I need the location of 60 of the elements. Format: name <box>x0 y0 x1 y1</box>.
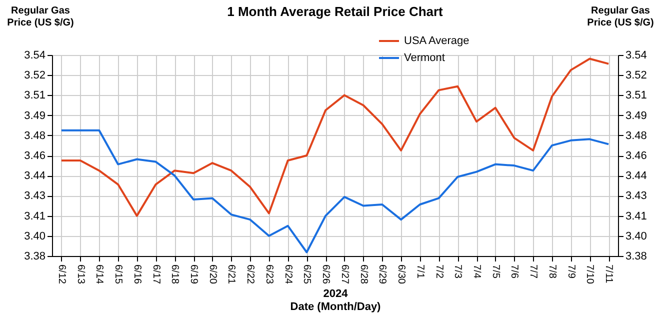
x-tick-label: 6/20 <box>206 264 218 284</box>
x-tick-label: 6/28 <box>358 264 369 284</box>
x-tick-label: 6/18 <box>169 264 180 284</box>
x-tick-label: 6/29 <box>376 264 388 284</box>
y-tick-label: 3.38 <box>24 250 46 262</box>
y-tick-label: 3.40 <box>24 230 46 242</box>
y-tick-label: 3.49 <box>24 110 46 122</box>
x-tick-label: 7/10 <box>584 264 596 284</box>
y-tick-label: 3.52 <box>24 70 46 82</box>
chart-title: 1 Month Average Retail Price Chart <box>227 4 444 19</box>
x-tick-label: 7/8 <box>546 264 558 279</box>
x-tick-label: 7/11 <box>603 264 614 284</box>
x-tick-label: 7/3 <box>452 264 464 279</box>
text: 2024 <box>323 288 349 300</box>
y-tick-label: 3.54 <box>24 50 46 62</box>
y2-tick-label: 3.40 <box>626 230 647 242</box>
y-tick-label: 3.46 <box>24 150 46 162</box>
line-series <box>60 129 610 254</box>
y2-tick-label: 3.46 <box>626 150 647 162</box>
y2-tick-label: 3.41 <box>626 210 647 222</box>
x-tick-label: 6/25 <box>301 264 312 284</box>
y2-axis-title: Regular Gas Price (US $/G) <box>587 6 654 28</box>
y2-tick-label: 3.43 <box>626 190 647 202</box>
x-tick-label: 6/13 <box>74 264 86 284</box>
y-axis-title: Regular Gas Price (US $/G) <box>7 6 74 28</box>
x-tick-label: 7/5 <box>490 264 501 279</box>
y-tick-label: 3.41 <box>24 210 46 222</box>
x-tick-label: 7/2 <box>433 264 444 279</box>
y2-tick-label: 3.44 <box>626 170 647 182</box>
y-tick-label: 3.48 <box>24 130 46 142</box>
x-tick-label: 6/15 <box>112 264 124 284</box>
y2-tick-label: 3.38 <box>626 250 647 262</box>
y-tick-label: 3.43 <box>24 190 46 202</box>
x-axis-title: Date (Month/Day) <box>290 300 382 313</box>
x-tick-label: 7/1 <box>414 264 426 279</box>
y2-tick-label: 3.49 <box>626 110 647 122</box>
x-tick-label: 6/23 <box>263 264 274 284</box>
y-tick-label: 3.51 <box>24 90 46 102</box>
x-tick-label: 7/6 <box>508 264 520 279</box>
legend-label: Vermont <box>404 52 445 64</box>
legend-label: USA Average <box>404 35 470 47</box>
x-tick-label: 7/4 <box>471 264 482 279</box>
x-tick-label: 6/19 <box>188 264 199 284</box>
y2-tick-label: 3.52 <box>626 70 647 82</box>
x-tick-label: 6/26 <box>320 264 332 284</box>
x-tick-label: 6/17 <box>150 264 162 284</box>
x-tick-label: 6/16 <box>131 264 142 284</box>
y2-tick-label: 3.54 <box>626 50 647 62</box>
x-tick-label: 6/22 <box>244 264 256 284</box>
y2-tick-label: 3.48 <box>626 130 647 142</box>
x-tick-label: 6/12 <box>56 264 67 284</box>
x-tick-label: 6/21 <box>226 264 237 284</box>
x-tick-label: 6/30 <box>396 264 407 284</box>
x-tick-label: 6/27 <box>338 264 350 284</box>
x-tick-label: 6/24 <box>282 264 294 284</box>
y-tick-label: 3.44 <box>24 170 46 182</box>
x-tick-label: 6/14 <box>94 264 105 284</box>
x-tick-label: 7/7 <box>528 264 539 279</box>
y2-tick-label: 3.51 <box>626 90 647 102</box>
x-tick-label: 7/9 <box>565 264 576 279</box>
